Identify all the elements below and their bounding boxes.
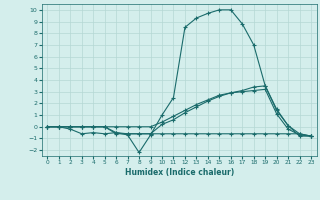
X-axis label: Humidex (Indice chaleur): Humidex (Indice chaleur) bbox=[124, 168, 234, 177]
